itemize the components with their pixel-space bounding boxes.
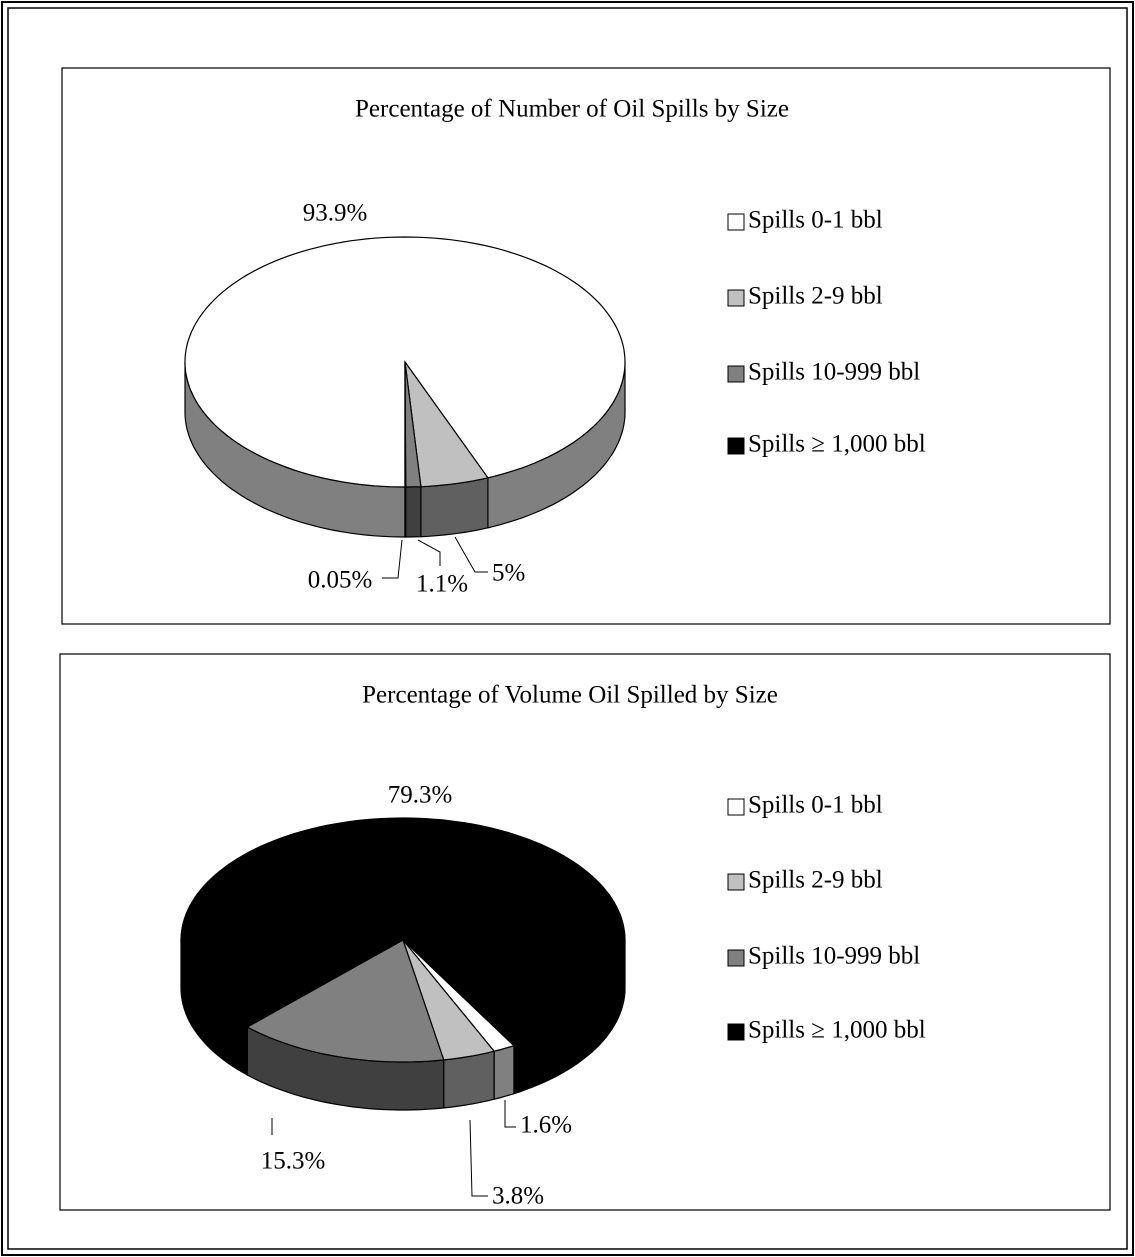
pie-side [405,486,422,538]
legend-label: Spills 10-999 bbl [748,943,920,970]
legend-label: Spills 0-1 bbl [748,207,883,234]
leader-line [382,539,403,579]
legend-label: Spills 2-9 bbl [748,283,883,310]
legend-label: Spills ≥ 1,000 bbl [748,431,926,458]
legend-label: Spills 2-9 bbl [748,867,883,894]
data-label: 3.8% [492,1183,544,1210]
data-label: 93.9% [303,200,368,227]
legend-label: Spills ≥ 1,000 bbl [748,1017,926,1044]
legend-label: Spills 0-1 bbl [748,792,883,819]
data-label: 1.6% [520,1112,572,1139]
legend-swatch [727,437,745,455]
chart: Percentage of Number of Oil Spills by Si… [61,67,1111,625]
chart: Percentage of Volume Oil Spilled by Size… [59,653,1111,1211]
pie-slice [180,817,626,1047]
pie-slice [246,939,445,1063]
pie-side [443,1050,495,1109]
chart-title: Percentage of Volume Oil Spilled by Size [362,682,778,709]
leader-line [417,539,441,566]
legend-swatch [727,1023,745,1041]
pie-slice [404,361,489,488]
data-label: 0.05% [308,567,373,594]
pie-slice [402,939,496,1061]
inner-border [7,7,1128,1250]
pie-side [404,486,407,538]
legend-swatch [727,798,745,816]
data-label: 15.3% [261,1148,326,1175]
legend-swatch [727,365,745,383]
legend-label: Spills 10-999 bbl [748,359,920,386]
leader-line [469,1119,488,1197]
data-label: 79.3% [388,782,453,809]
data-label: 1.1% [416,571,468,598]
pie-slice [404,361,407,488]
data-label: 5% [492,560,525,587]
legend-swatch [727,949,745,967]
legend-swatch [727,873,745,891]
chart-title: Percentage of Number of Oil Spills by Si… [355,96,789,123]
legend-swatch [727,213,745,231]
pie-side [493,1044,515,1100]
leader-line [504,1100,516,1128]
leader-line [454,536,488,573]
legend-swatch [727,289,745,307]
